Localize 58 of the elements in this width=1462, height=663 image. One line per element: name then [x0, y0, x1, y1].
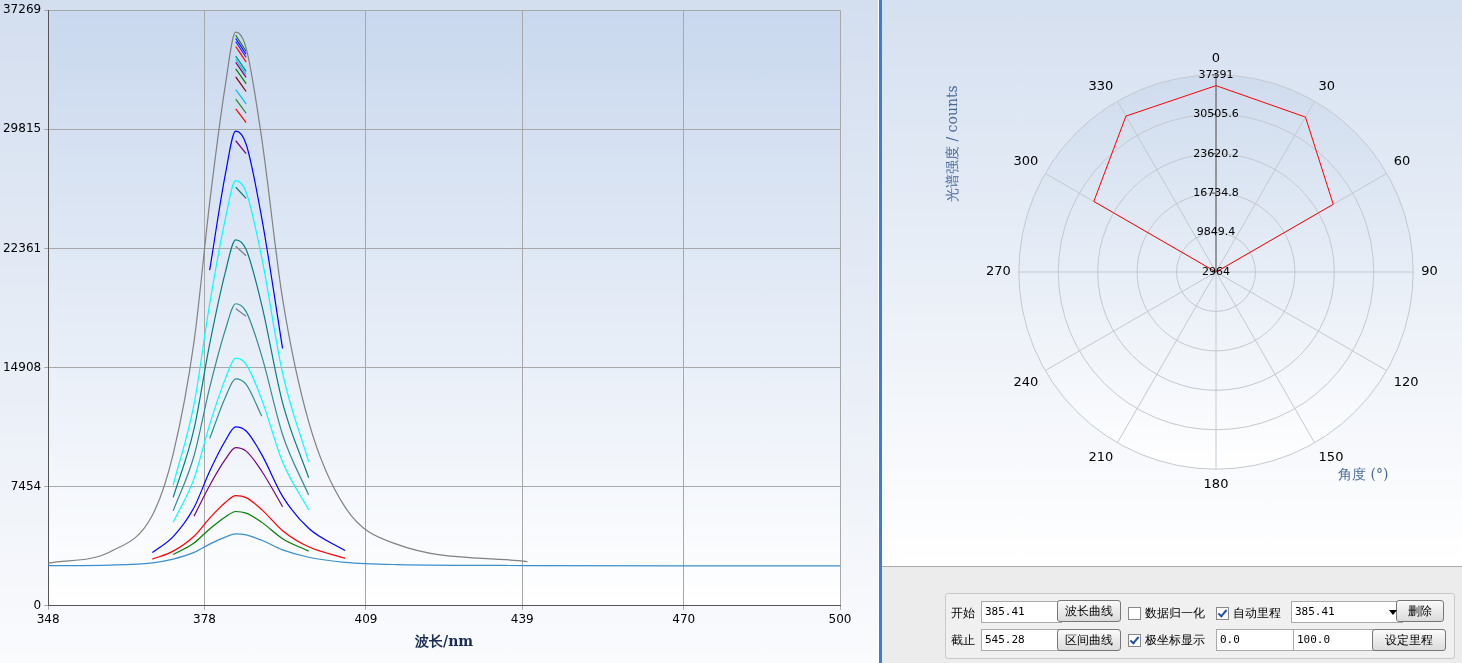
y-tick-label: 7454 — [10, 478, 42, 493]
x-tick-label: 348 — [36, 612, 60, 627]
y-tick-label: 0 — [33, 597, 42, 612]
spoke-label: 210 — [1088, 448, 1114, 464]
text: 自动里程 — [1233, 606, 1281, 620]
y-tick-label: 37269 — [2, 2, 42, 17]
x-tick-label: 409 — [354, 612, 378, 627]
spoke-label: 180 — [1203, 476, 1229, 492]
line-series — [172, 239, 310, 499]
spoke-label: 300 — [1013, 152, 1039, 168]
text: 区间曲线 — [1057, 629, 1121, 651]
y-tick-label: 23620.2 — [1193, 146, 1239, 160]
y-tick-label: 37391 — [1198, 67, 1234, 81]
x-tick-label: 378 — [193, 612, 216, 627]
y-tick-label: 9849.4 — [1196, 225, 1236, 239]
text: 角度 (°) — [1338, 466, 1389, 484]
line-series — [172, 180, 310, 486]
y-tick-label: 30505.6 — [1193, 107, 1239, 121]
y-tick-label: 22361 — [2, 240, 42, 255]
spoke-label: 60 — [1393, 152, 1411, 168]
text: 极坐标显示 — [1145, 633, 1205, 647]
text: 波长曲线 — [1057, 600, 1121, 622]
text: 开始 — [951, 605, 975, 622]
text: 设定里程 — [1372, 629, 1446, 651]
text: 截止 — [951, 632, 975, 649]
x-tick-label: 439 — [510, 612, 534, 627]
text: 数据归一化 — [1145, 606, 1205, 620]
spoke-label: 330 — [1088, 77, 1114, 93]
line-series — [209, 130, 284, 350]
x-axis-title: 波长/nm — [414, 633, 474, 650]
spoke-label: 90 — [1421, 263, 1438, 279]
spoke-label: 30 — [1318, 77, 1336, 93]
line-series — [209, 378, 263, 440]
text: 100.0 — [1293, 629, 1374, 651]
spoke-label: 120 — [1393, 373, 1419, 389]
line-series — [48, 31, 529, 564]
text: 删除 — [1396, 600, 1444, 622]
spoke-label: 270 — [985, 263, 1011, 279]
y-tick-label: 2964 — [1202, 264, 1230, 278]
text: 光谱强度 / counts — [944, 85, 961, 202]
line-series — [48, 533, 840, 567]
spoke-label: 240 — [1013, 373, 1039, 389]
text: 0.0 — [1216, 629, 1295, 651]
x-tick-label: 500 — [828, 612, 852, 627]
spoke-label: 150 — [1318, 448, 1344, 464]
y-tick-label: 29815 — [2, 121, 42, 136]
line-series — [172, 357, 310, 523]
line-series — [151, 426, 346, 554]
line-series — [193, 446, 284, 517]
text: 385.41 — [981, 601, 1062, 623]
text: 385.41 — [1291, 601, 1403, 623]
y-tick-label: 14908 — [2, 359, 42, 374]
line-series — [151, 494, 346, 560]
x-tick-label: 470 — [672, 612, 696, 627]
text: 545.28 — [981, 629, 1062, 651]
line-series — [172, 303, 310, 512]
y-tick-label: 16734.8 — [1193, 185, 1239, 199]
line-series — [172, 510, 310, 556]
